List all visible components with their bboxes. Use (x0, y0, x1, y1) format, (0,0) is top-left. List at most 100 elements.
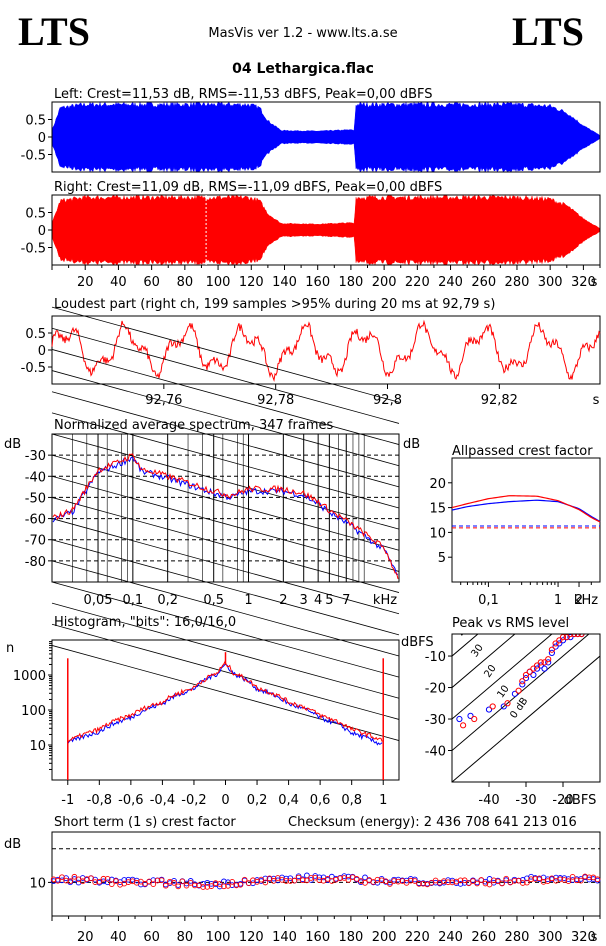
right-xtick-label: 140 (272, 275, 297, 290)
left-ytick-label: 0.5 (25, 114, 46, 129)
peak_rms-xlabel: dBFS (564, 793, 597, 808)
spectrum-ylabel: dB (4, 437, 21, 452)
right-xtick-label: 200 (372, 275, 397, 290)
peak_rms-point-left (522, 674, 530, 682)
short_crest-point-left (362, 874, 368, 881)
short_crest-point-right (237, 881, 244, 888)
loudest-xtick-label: 92,76 (145, 393, 182, 408)
short_crest-point-right (474, 880, 480, 887)
spectrum-slope-line (51, 602, 400, 699)
right-ytick-label: 0 (38, 224, 46, 239)
peak_rms-point-right (471, 715, 478, 723)
histogram-xtick-label: -1 (61, 793, 74, 808)
spectrum-xtick-label: 0,5 (203, 593, 224, 608)
short_crest-point-right (482, 880, 489, 887)
short_crest-point-right (162, 882, 169, 889)
peak_rms-diag-label: 30 (469, 643, 485, 660)
peak_rms-point-left (541, 665, 548, 672)
short_crest-point-left (171, 878, 177, 884)
short_crest-point-right (461, 877, 468, 884)
short_crest-xtick-label: 220 (405, 930, 430, 945)
short_crest-point-right (108, 881, 115, 887)
short_crest-point-right (187, 879, 194, 886)
spectrum-xtick-label: 4 (314, 593, 322, 608)
histogram-xtick-label: 1 (379, 793, 387, 808)
right-title: Right: Crest=11,09 dB, RMS=-11,09 dBFS, … (54, 180, 442, 195)
short_crest-point-right (528, 876, 534, 883)
short_crest-point-right (245, 880, 252, 886)
histogram-xtick-label: -0,8 (87, 793, 112, 808)
loudest-xtick-label: 92,78 (257, 393, 294, 408)
peak_rms-point-right (556, 637, 563, 644)
peak_rms-point-right (552, 640, 559, 647)
loudest-ytick-label: -0.5 (21, 361, 46, 376)
short_crest-xtick-label: 260 (471, 930, 496, 945)
short_crest-point-right (515, 877, 522, 884)
short_crest-point-right (499, 880, 505, 887)
spectrum-ytick-label: -60 (25, 513, 46, 528)
short_crest-xtick-label: 60 (143, 930, 160, 945)
histogram-ylabel: n (6, 641, 14, 656)
spectrum-slope-line (51, 497, 400, 593)
spectrum-ytick-label: -40 (25, 470, 46, 485)
short_crest-ylabel: dB (4, 837, 21, 852)
spectrum-xtick-label: 0,05 (84, 593, 113, 608)
spectrum-xtick-label: 5 (325, 593, 333, 608)
peak_rms-point-right (530, 665, 537, 672)
short_crest-point-right (308, 875, 314, 881)
short_crest-point-right (262, 879, 269, 886)
spectrum-slope-line (51, 391, 400, 488)
short_crest-point-right (92, 879, 99, 885)
spectrum-slope-line (51, 370, 400, 467)
short_crest-point-right (63, 877, 69, 884)
spectrum-xtick-label: 0,2 (157, 593, 178, 608)
loudest-xtick-label: 92,82 (481, 393, 518, 408)
short_crest-point-left (287, 875, 294, 882)
short_crest-point-left (208, 880, 215, 887)
short_crest-point-right (175, 883, 182, 890)
peak_rms-point-left (567, 634, 574, 641)
spectrum-slope-line (51, 306, 400, 403)
short_crest-point-right (287, 878, 294, 884)
peak_rms-point-right (559, 634, 567, 641)
short_crest-point-right (59, 874, 65, 881)
short_crest-point-right (150, 881, 157, 887)
peak_rms-point-left (485, 706, 493, 713)
spectrum-ytick-label: -80 (25, 555, 46, 570)
peak_rms-ytick-label: -40 (425, 745, 446, 760)
short_crest-xtick-label: 140 (272, 930, 297, 945)
short_crest-point-left (187, 878, 194, 884)
short_crest-point-right (578, 877, 584, 884)
short_crest-point-right (208, 883, 215, 889)
loudest-xtick-label: 92,8 (373, 393, 402, 408)
peak_rms-point-right (519, 678, 526, 685)
allpass-ytick-label: 15 (429, 502, 446, 517)
histogram-xtick-label: 0 (221, 793, 229, 808)
spectrum-slope-line (51, 433, 400, 530)
right-xtick-label: 320 (571, 275, 596, 290)
short_crest-checksum: Checksum (energy): 2 436 708 641 213 016 (288, 815, 577, 830)
right-xtick-label: 120 (239, 275, 264, 290)
allpass-ytick-label: 10 (429, 526, 446, 541)
peak_rms-xtick-label: -30 (515, 793, 536, 808)
peak_rms-point-right (526, 668, 533, 675)
short_crest-point-left (308, 877, 314, 883)
short_crest-point-right (100, 875, 107, 882)
spectrum-slope-line (51, 560, 400, 657)
short_crest-point-right (266, 875, 273, 882)
short_crest-point-right (191, 882, 198, 889)
short_crest-point-right (540, 879, 547, 885)
histogram-xtick-label: 0,4 (278, 793, 299, 808)
spectrum-title: Normalized average spectrum, 347 frames (54, 418, 333, 433)
short_crest-point-right (71, 873, 78, 880)
right-xtick-label: 280 (505, 275, 530, 290)
right-xtick-label: 240 (438, 275, 463, 290)
short_crest-point-right (503, 875, 510, 882)
short_crest-point-right (229, 879, 236, 885)
peak_rms-point-right (537, 659, 544, 666)
right-xtick-label: 300 (538, 275, 563, 290)
short_crest-point-right (594, 876, 601, 883)
file-title: 04 Lethargica.flac (232, 61, 374, 77)
short_crest-point-right (291, 877, 298, 884)
short_crest-point-right (225, 883, 231, 889)
